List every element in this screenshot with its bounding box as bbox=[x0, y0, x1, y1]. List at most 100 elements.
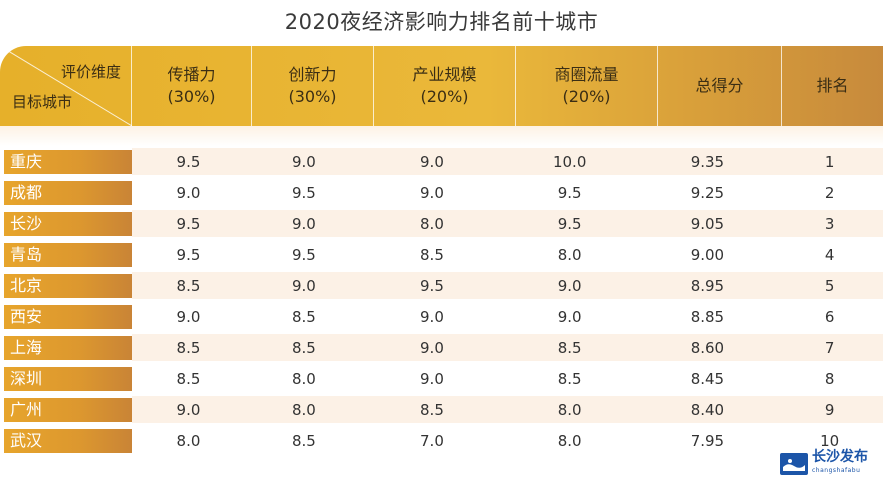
spread-value: 8.0 bbox=[176, 431, 201, 450]
rank-value: 2 bbox=[824, 183, 835, 202]
header-col-spread: 传播力 (30%) bbox=[132, 46, 252, 126]
spread-value: 9.0 bbox=[176, 400, 201, 419]
watermark-logo: 长沙发布 changshafabu bbox=[780, 449, 868, 476]
header-col-industry-scale: 产业规模 (20%) bbox=[374, 46, 516, 126]
innovation-value: 9.0 bbox=[291, 276, 316, 295]
rank-value: 10 bbox=[820, 431, 840, 450]
header-weight: (20%) bbox=[562, 87, 611, 106]
traffic-value: 8.0 bbox=[557, 400, 582, 419]
innovation-value: 8.5 bbox=[291, 307, 316, 326]
industry-value: 9.0 bbox=[420, 183, 444, 202]
spread-value: 9.5 bbox=[176, 245, 201, 264]
header-corner-cell: 评价维度 目标城市 bbox=[0, 46, 132, 126]
corner-city-label: 目标城市 bbox=[12, 93, 73, 111]
traffic-value: 9.5 bbox=[557, 183, 582, 202]
wave-icon bbox=[780, 453, 808, 475]
header-label: 排名 bbox=[816, 76, 849, 95]
traffic-value: 8.0 bbox=[557, 245, 582, 264]
table-row: 武汉 8.0 8.5 7.0 8.0 7.95 10 bbox=[0, 425, 883, 456]
innovation-value: 9.5 bbox=[291, 245, 316, 264]
spread-value: 8.5 bbox=[176, 369, 201, 388]
rank-value: 6 bbox=[824, 307, 835, 326]
innovation-value: 9.5 bbox=[291, 183, 316, 202]
header-col-traffic: 商圈流量 (20%) bbox=[516, 46, 658, 126]
watermark-name: 长沙发布 bbox=[812, 449, 868, 465]
traffic-value: 8.5 bbox=[557, 369, 582, 388]
innovation-value: 8.0 bbox=[291, 400, 316, 419]
table-row: 深圳 8.5 8.0 9.0 8.5 8.45 8 bbox=[0, 363, 883, 394]
header-shadow-band bbox=[0, 126, 883, 146]
innovation-value: 8.0 bbox=[291, 369, 316, 388]
spread-value: 9.5 bbox=[176, 214, 201, 233]
traffic-value: 9.5 bbox=[557, 214, 582, 233]
industry-value: 9.0 bbox=[420, 307, 444, 326]
corner-dimension-label: 评价维度 bbox=[60, 63, 121, 81]
spread-value: 8.5 bbox=[176, 276, 201, 295]
city-cell: 成都 bbox=[4, 180, 133, 205]
watermark-sub: changshafabu bbox=[812, 467, 861, 474]
total-value: 8.40 bbox=[690, 400, 725, 419]
city-cell: 重庆 bbox=[4, 149, 133, 174]
innovation-value: 8.5 bbox=[291, 431, 316, 450]
city-cell: 上海 bbox=[4, 335, 133, 360]
header-weight: (30%) bbox=[288, 87, 337, 106]
header-col-total: 总得分 bbox=[658, 46, 782, 126]
rank-value: 8 bbox=[824, 369, 835, 388]
table-body: 重庆 9.5 9.0 9.0 10.0 9.35 1 成都 9.0 9.5 9.… bbox=[0, 146, 883, 456]
industry-value: 8.0 bbox=[420, 214, 444, 233]
header-label: 传播力 bbox=[167, 65, 216, 84]
industry-value: 9.0 bbox=[420, 338, 444, 357]
header-col-rank: 排名 bbox=[782, 46, 883, 126]
header-weight: (30%) bbox=[167, 87, 216, 106]
table-row: 重庆 9.5 9.0 9.0 10.0 9.35 1 bbox=[0, 146, 883, 177]
header-label: 产业规模 bbox=[412, 65, 477, 84]
industry-value: 7.0 bbox=[420, 431, 444, 450]
city-cell: 广州 bbox=[4, 397, 133, 422]
header-label: 总得分 bbox=[695, 76, 744, 95]
rank-value: 4 bbox=[824, 245, 835, 264]
traffic-value: 9.0 bbox=[557, 307, 582, 326]
rank-value: 1 bbox=[824, 152, 835, 171]
city-cell: 青岛 bbox=[4, 242, 133, 267]
industry-value: 8.5 bbox=[420, 245, 444, 264]
industry-value: 8.5 bbox=[420, 400, 444, 419]
city-cell: 长沙 bbox=[4, 211, 133, 236]
industry-value: 9.0 bbox=[420, 152, 444, 171]
table-row: 上海 8.5 8.5 9.0 8.5 8.60 7 bbox=[0, 332, 883, 363]
rank-value: 5 bbox=[824, 276, 835, 295]
spread-value: 8.5 bbox=[176, 338, 201, 357]
traffic-value: 9.0 bbox=[557, 276, 582, 295]
header-label: 商圈流量 bbox=[554, 65, 619, 84]
rank-value: 9 bbox=[824, 400, 835, 419]
total-value: 8.60 bbox=[690, 338, 725, 357]
table-row: 西安 9.0 8.5 9.0 9.0 8.85 6 bbox=[0, 301, 883, 332]
city-cell: 深圳 bbox=[4, 366, 133, 391]
total-value: 9.05 bbox=[690, 214, 725, 233]
city-cell: 武汉 bbox=[4, 428, 133, 453]
traffic-value: 8.5 bbox=[557, 338, 582, 357]
table-row: 广州 9.0 8.0 8.5 8.0 8.40 9 bbox=[0, 394, 883, 425]
spread-value: 9.0 bbox=[176, 307, 201, 326]
total-value: 8.85 bbox=[690, 307, 725, 326]
header-label: 创新力 bbox=[288, 65, 337, 84]
rank-value: 3 bbox=[824, 214, 835, 233]
table-header: 评价维度 目标城市 传播力 (30%) 创新力 (30%) 产业规模 (20%)… bbox=[0, 46, 883, 126]
table-row: 青岛 9.5 9.5 8.5 8.0 9.00 4 bbox=[0, 239, 883, 270]
city-cell: 西安 bbox=[4, 304, 133, 329]
city-cell: 北京 bbox=[4, 273, 133, 298]
header-col-innovation: 创新力 (30%) bbox=[252, 46, 374, 126]
table-row: 北京 8.5 9.0 9.5 9.0 8.95 5 bbox=[0, 270, 883, 301]
industry-value: 9.5 bbox=[420, 276, 444, 295]
table-title: 2020夜经济影响力排名前十城市 bbox=[284, 10, 599, 34]
total-value: 9.25 bbox=[690, 183, 725, 202]
corner-diagonal-line bbox=[0, 46, 132, 126]
innovation-value: 9.0 bbox=[291, 214, 316, 233]
innovation-value: 9.0 bbox=[291, 152, 316, 171]
total-value: 7.95 bbox=[690, 431, 725, 450]
total-value: 9.35 bbox=[690, 152, 725, 171]
total-value: 8.45 bbox=[690, 369, 725, 388]
header-weight: (20%) bbox=[420, 87, 469, 106]
industry-value: 9.0 bbox=[420, 369, 444, 388]
rank-value: 7 bbox=[824, 338, 835, 357]
total-value: 9.00 bbox=[690, 245, 725, 264]
